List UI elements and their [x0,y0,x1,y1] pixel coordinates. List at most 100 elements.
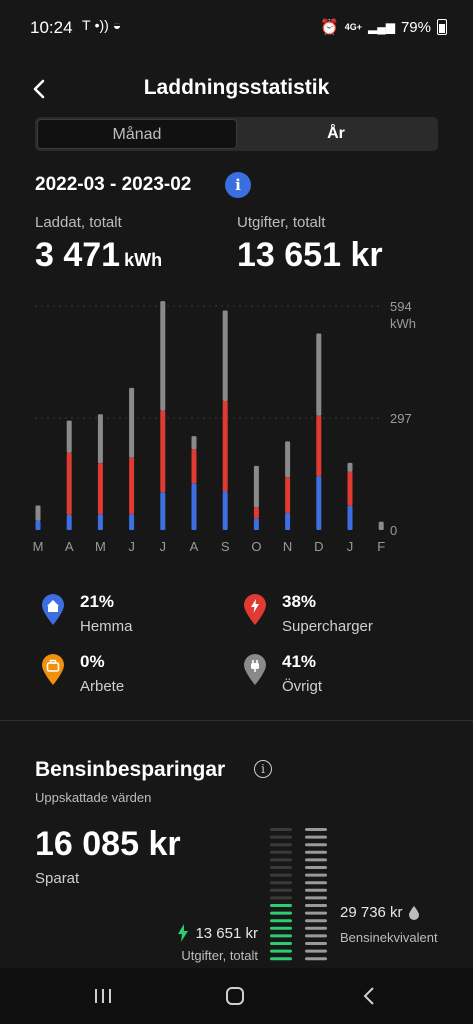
gas-level-bar [305,911,327,915]
alarm-icon: ⏰ [320,19,339,36]
legend-item: 41% Övrigt [242,652,322,695]
chart-bar-segment [222,401,228,492]
back-button[interactable] [28,76,52,104]
status-time: 10:24 [30,18,73,37]
gas-level-bar [305,843,327,847]
chart-bar-segment [285,477,291,514]
chart-bar-segment [191,436,197,450]
savings-amount-label: Sparat [35,870,80,887]
cost-level-bar [270,888,292,892]
charging-chart: 594 297 0 kWh M A M J J A S O N D J F [33,299,416,554]
chart-bar-segment [97,514,103,530]
gas-level-bar [305,835,327,839]
chart-bar-segment [35,520,41,530]
cost-level-bar [270,866,292,869]
gas-level-bar [305,957,327,961]
cost-level-bar [270,828,292,831]
cost-level-bar [270,843,292,847]
x-tick-label: S [221,539,230,554]
status-right-icons: ⏰ 4G+ ▂▄▆ 79% [320,18,447,36]
savings-cost: 13 651 kr [177,924,258,942]
charged-total-label: Laddat, totalt [35,214,122,231]
cost-level-bar [270,942,292,945]
chart-bar-segment [378,521,384,530]
chart-bar-segment [191,483,197,530]
tesla-icon: T [82,17,91,33]
savings-gas: 29 736 kr [340,904,419,921]
x-tick-label: A [65,539,74,554]
chart-bar-segment [35,505,41,521]
battery-percent: 79% [400,18,431,36]
x-tick-label: M [95,539,106,554]
cost-level-bar [270,835,292,839]
page-title: Laddningsstatistik [143,76,330,99]
y-tick-label: 297 [390,411,412,426]
legend-item: 21% Hemma [40,592,133,635]
header: Laddningsstatistik [0,70,473,110]
savings-amount: 16 085 kr [35,825,181,863]
chart-bar-segment [97,414,103,464]
chart-bar-segment [129,387,135,458]
gas-level-bar [305,926,327,930]
lightning-icon [244,594,266,625]
cost-level-bar [270,873,292,877]
savings-title: Bensinbesparingar [35,758,226,781]
status-notification-icons: T •)) ◒ [82,17,121,33]
gas-level-bar [305,858,327,862]
recent-apps-button[interactable] [88,982,118,1010]
legend-name: Övrigt [282,678,323,695]
savings-info-icon[interactable]: i [254,760,272,778]
legend-item: 0% Arbete [40,652,124,695]
chevron-left-icon [33,79,45,99]
cost-level-bar [270,850,292,854]
savings-subtitle: Uppskattade värden [35,790,152,805]
chart-bar-segment [347,471,353,506]
chart-bar-segment [129,457,135,515]
info-button[interactable]: i [225,172,251,198]
chart-bar-segment [66,420,72,453]
chart-bar-segment [253,518,259,530]
gas-level-bar [305,873,327,877]
fuel-drop-icon [408,905,419,920]
x-tick-label: J [160,539,167,554]
gas-level-bar [305,919,327,923]
chart-bar-segment [222,310,228,402]
x-tick-label: M [33,539,44,554]
date-range: 2022-03 - 2023-02 [35,174,192,195]
y-tick-label: 0 [390,523,397,538]
legend-percent: 41% [282,652,317,671]
back-nav-button[interactable] [354,982,384,1010]
network-type: 4G+ [344,22,362,32]
gas-level-bar [305,896,327,900]
chart-bar-segment [129,514,135,530]
gas-level-bar [305,949,327,953]
cost-total-value: 13 651 kr [237,236,383,274]
home-nav-icon [226,987,244,1005]
recent-apps-icon [95,989,111,1003]
gas-level-bar [305,866,327,869]
system-nav-bar [0,968,473,1024]
charged-total-unit: kWh [124,250,163,270]
gas-level-bar [305,934,327,938]
chart-bar-segment [66,452,72,515]
cost-level-bar [270,919,292,923]
chart-bar-segment [253,507,259,519]
tab-year[interactable]: År [327,125,345,142]
cost-level-bar [270,858,292,862]
chart-bar-segment [253,465,259,508]
chart-bar-segment [316,476,322,530]
period-toggle: Månad År [35,117,438,151]
tab-month[interactable]: Månad [37,119,237,149]
cost-level-bar [270,911,292,915]
savings-cost-label: Utgifter, totalt [181,948,258,963]
x-tick-label: J [347,539,354,554]
back-nav-icon [363,987,374,1005]
savings-cost-value: 13 651 kr [195,924,258,942]
legend-percent: 0% [80,652,105,671]
plug-icon [244,654,266,685]
signal-icon: ▂▄▆ [368,20,395,34]
lightning-icon [178,924,189,942]
home-button[interactable] [220,982,250,1010]
legend-percent: 38% [282,592,317,611]
status-bar: 10:24 T •)) ◒ ⏰ 4G+ ▂▄▆ 79% [0,0,473,56]
